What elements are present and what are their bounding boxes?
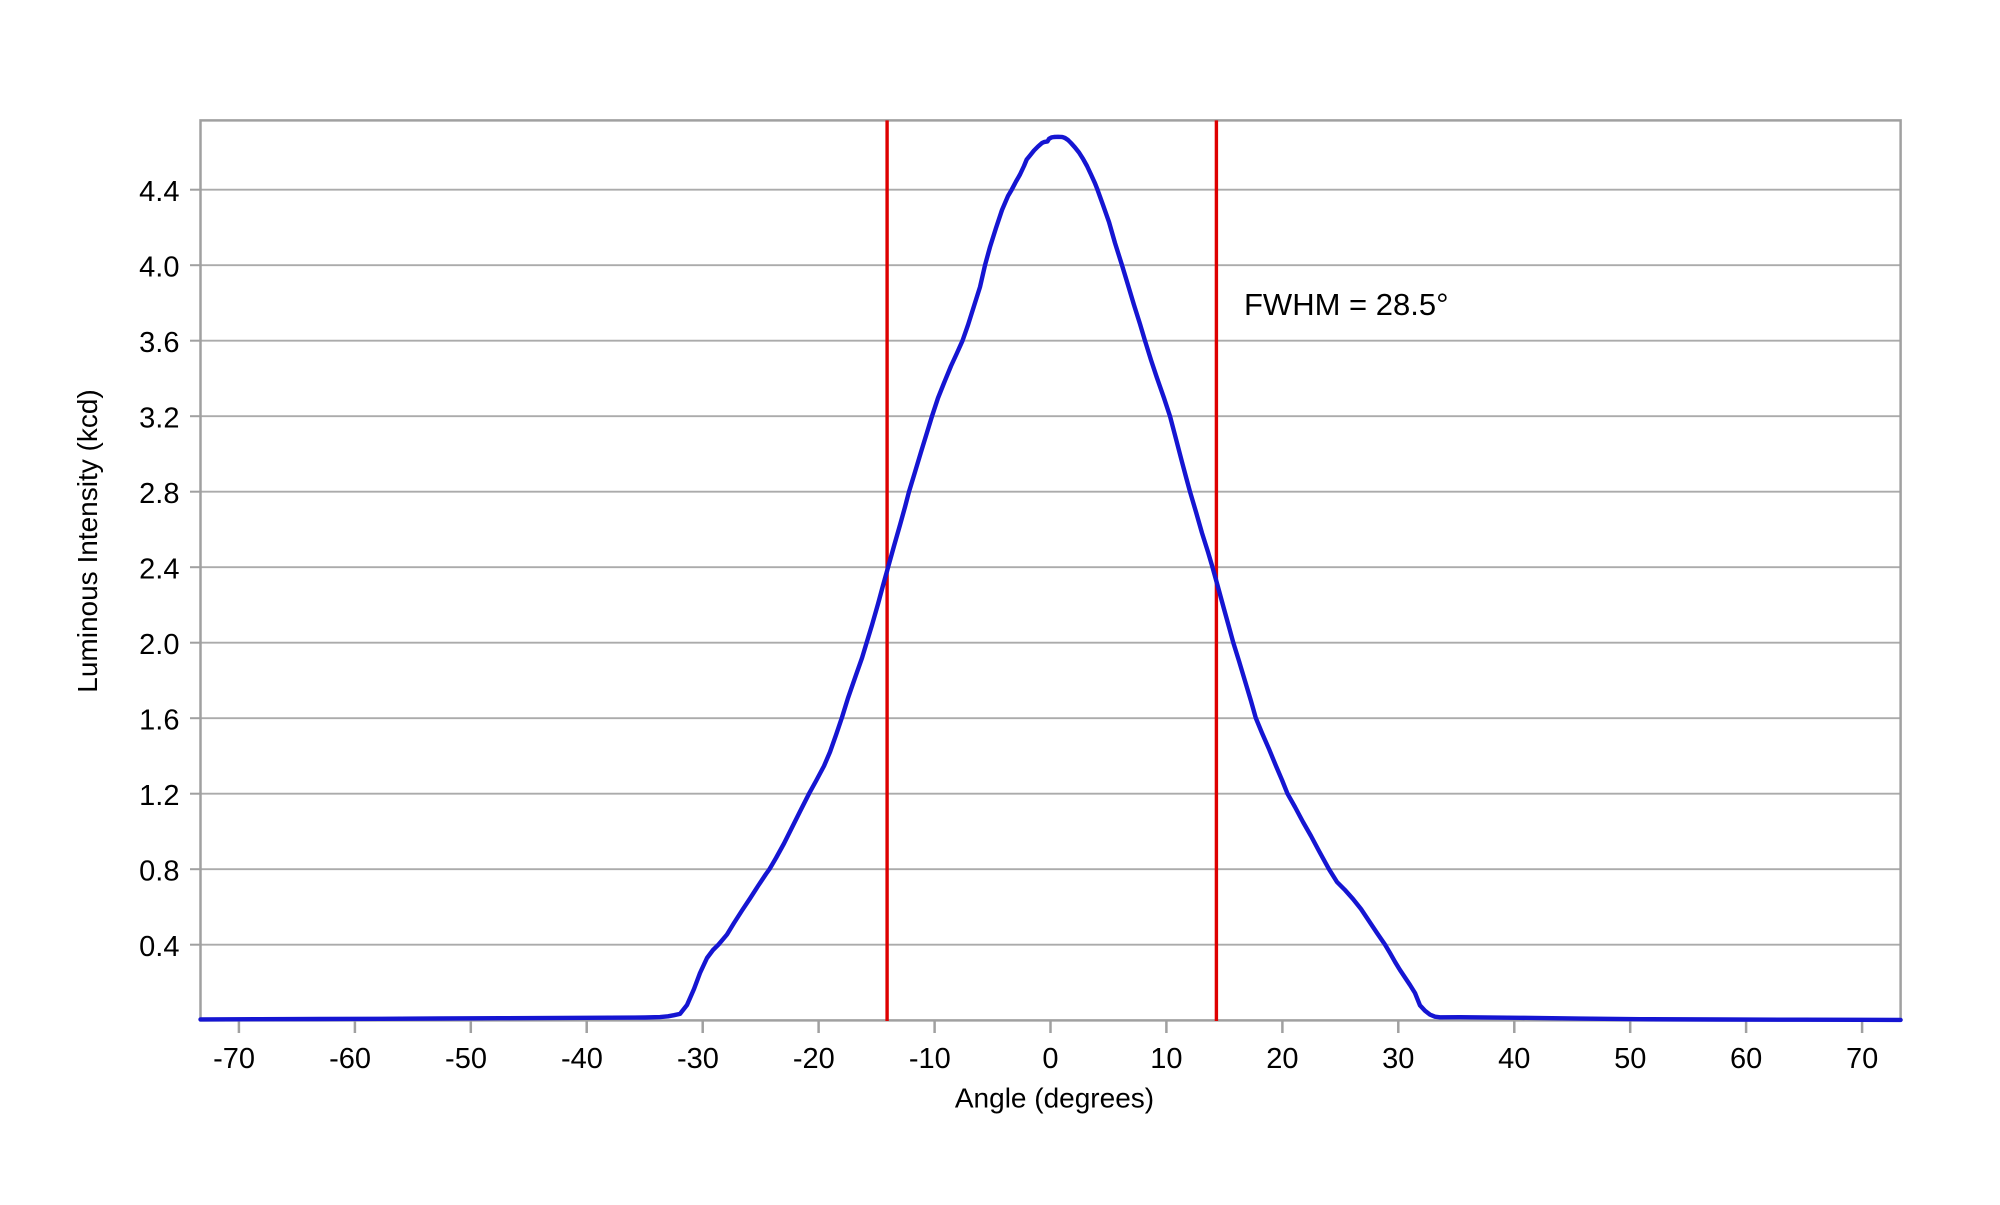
svg-text:Angle (degrees): Angle (degrees)	[955, 1083, 1154, 1114]
svg-text:20: 20	[1266, 1043, 1298, 1075]
svg-text:2.8: 2.8	[139, 478, 179, 510]
svg-text:FWHM = 28.5°: FWHM = 28.5°	[1244, 287, 1448, 322]
svg-text:-30: -30	[677, 1043, 719, 1075]
svg-text:4.4: 4.4	[139, 176, 179, 208]
svg-text:40: 40	[1498, 1043, 1530, 1075]
svg-text:60: 60	[1730, 1043, 1762, 1075]
svg-text:10: 10	[1150, 1043, 1182, 1075]
svg-text:70: 70	[1846, 1043, 1878, 1075]
svg-text:-20: -20	[793, 1043, 835, 1075]
svg-text:0.4: 0.4	[139, 931, 179, 963]
svg-text:0.8: 0.8	[139, 856, 179, 888]
svg-text:1.6: 1.6	[139, 705, 179, 737]
svg-text:2.4: 2.4	[139, 554, 179, 586]
svg-text:-50: -50	[445, 1043, 487, 1075]
svg-text:-70: -70	[213, 1043, 255, 1075]
svg-text:1.2: 1.2	[139, 780, 179, 812]
svg-text:Luminous Intensity (kcd): Luminous Intensity (kcd)	[72, 389, 103, 692]
svg-text:-10: -10	[909, 1043, 951, 1075]
svg-text:4.0: 4.0	[139, 252, 179, 284]
svg-text:-60: -60	[329, 1043, 371, 1075]
svg-text:3.2: 3.2	[139, 403, 179, 435]
svg-text:-40: -40	[561, 1043, 603, 1075]
svg-text:50: 50	[1614, 1043, 1646, 1075]
svg-text:3.6: 3.6	[139, 327, 179, 359]
svg-text:0: 0	[1042, 1043, 1058, 1075]
svg-text:2.0: 2.0	[139, 629, 179, 661]
svg-text:30: 30	[1382, 1043, 1414, 1075]
